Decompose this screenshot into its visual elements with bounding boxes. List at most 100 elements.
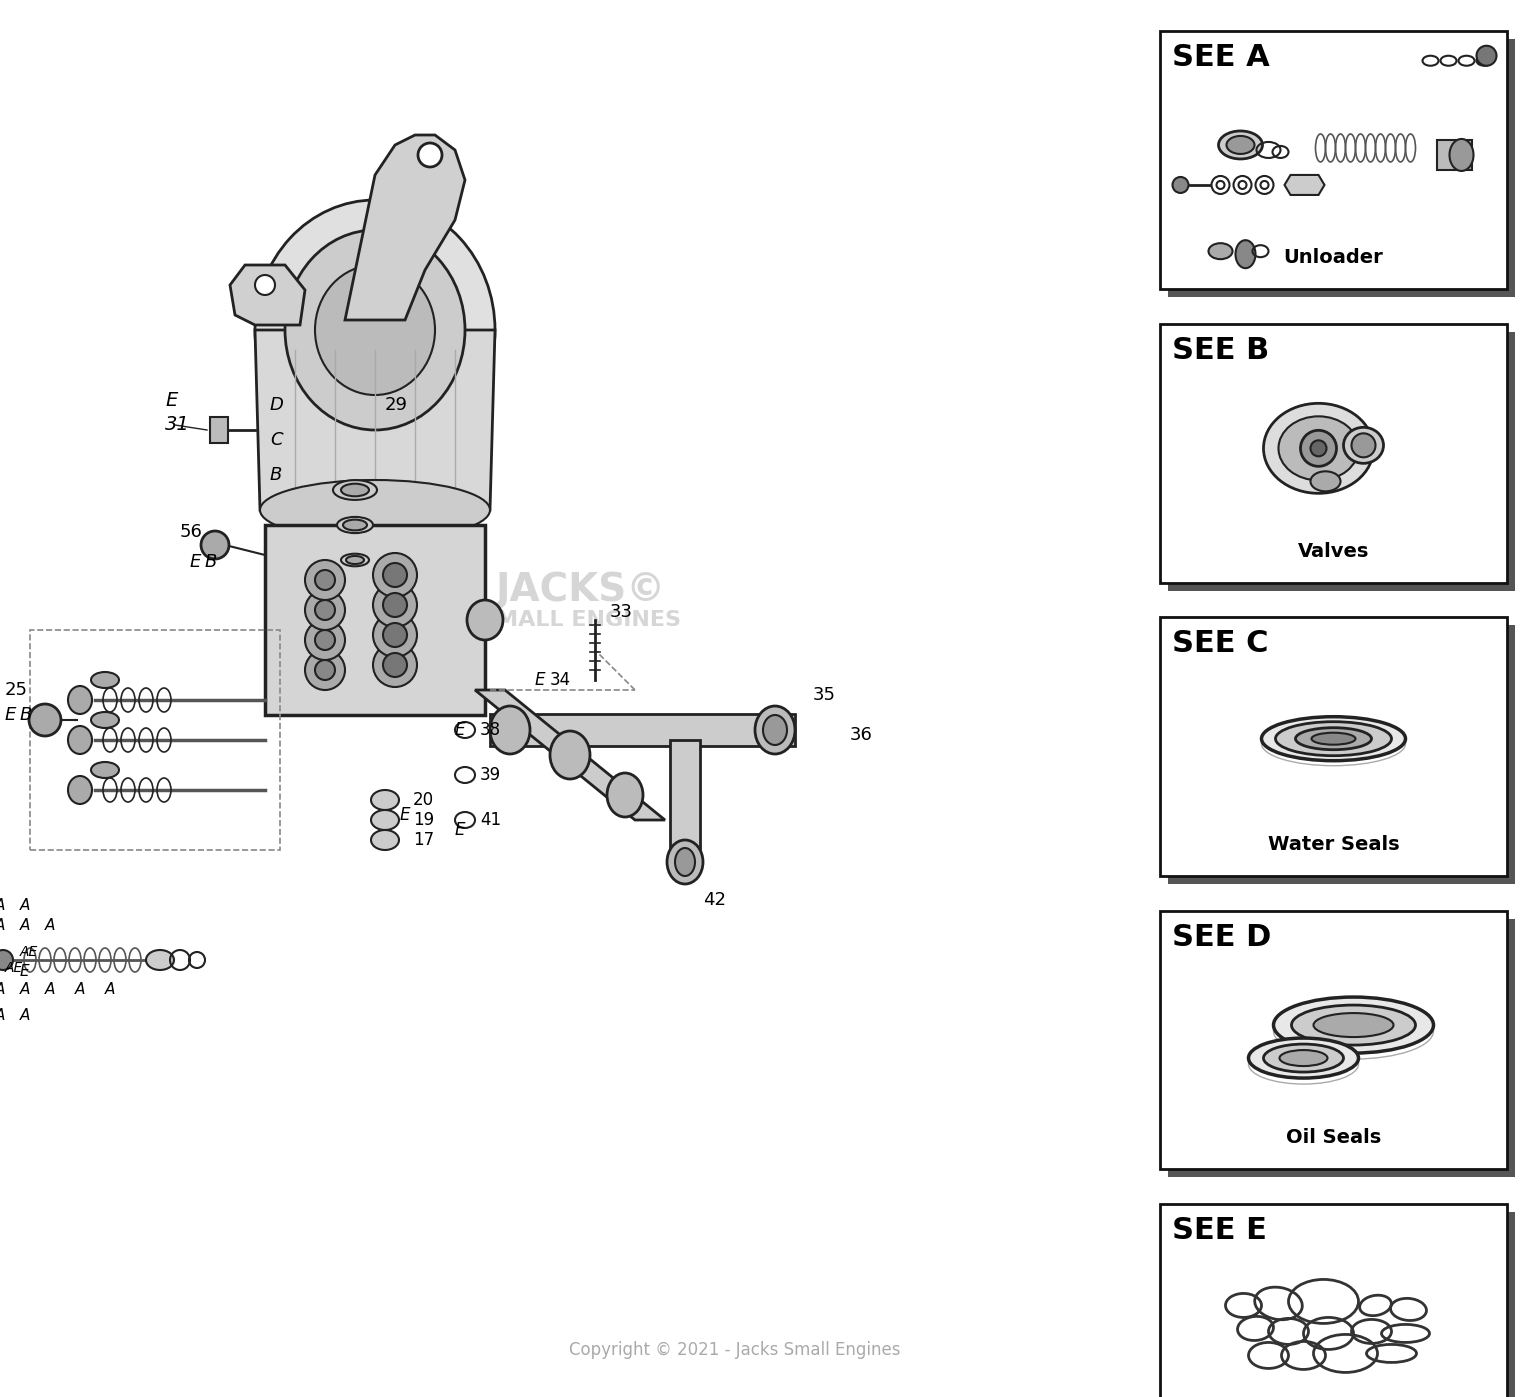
- Ellipse shape: [383, 592, 407, 617]
- Ellipse shape: [1263, 1044, 1344, 1071]
- Polygon shape: [344, 136, 465, 320]
- Ellipse shape: [374, 553, 416, 597]
- Ellipse shape: [1292, 1004, 1416, 1045]
- Text: B: B: [269, 467, 282, 483]
- Ellipse shape: [1274, 997, 1433, 1053]
- Ellipse shape: [383, 623, 407, 647]
- Text: 35: 35: [813, 686, 836, 704]
- Text: 33: 33: [609, 604, 632, 622]
- Ellipse shape: [374, 643, 416, 687]
- Bar: [1160, 1204, 1507, 1397]
- Bar: [1160, 31, 1507, 289]
- Text: B: B: [20, 705, 32, 724]
- Ellipse shape: [346, 556, 364, 564]
- Text: E: E: [5, 705, 17, 724]
- Text: E: E: [534, 671, 545, 689]
- Ellipse shape: [550, 731, 589, 780]
- Text: A: A: [0, 918, 6, 933]
- Bar: [31, 630, 280, 849]
- Ellipse shape: [675, 848, 695, 876]
- Ellipse shape: [371, 810, 400, 830]
- Ellipse shape: [1280, 1051, 1327, 1066]
- Text: A: A: [106, 982, 115, 997]
- Text: Copyright © 2021 - Jacks Small Engines: Copyright © 2021 - Jacks Small Engines: [570, 1341, 900, 1359]
- Bar: [1160, 617, 1507, 876]
- Ellipse shape: [285, 231, 465, 430]
- Text: 39: 39: [481, 766, 501, 784]
- Text: D: D: [269, 395, 283, 414]
- Text: SEE C: SEE C: [1173, 630, 1269, 658]
- Bar: [1160, 911, 1507, 1169]
- Text: 17: 17: [413, 831, 435, 849]
- Ellipse shape: [1300, 430, 1337, 467]
- Ellipse shape: [371, 789, 400, 810]
- Bar: [490, 714, 795, 746]
- Ellipse shape: [315, 659, 335, 680]
- Ellipse shape: [1226, 136, 1254, 154]
- Text: SEE A: SEE A: [1173, 43, 1271, 71]
- Text: Valves: Valves: [1298, 542, 1369, 560]
- Text: 36: 36: [850, 726, 873, 745]
- Bar: [265, 525, 485, 715]
- Ellipse shape: [145, 950, 175, 970]
- Ellipse shape: [260, 481, 490, 541]
- Bar: [210, 416, 228, 443]
- Text: AE: AE: [5, 961, 23, 975]
- Ellipse shape: [1311, 471, 1341, 492]
- Ellipse shape: [305, 650, 344, 690]
- Ellipse shape: [1476, 46, 1496, 66]
- Text: 56: 56: [181, 522, 204, 541]
- Ellipse shape: [1312, 732, 1355, 745]
- Polygon shape: [475, 690, 664, 820]
- Ellipse shape: [305, 620, 344, 659]
- Text: C: C: [269, 432, 283, 448]
- Ellipse shape: [1295, 728, 1372, 750]
- Text: 25: 25: [5, 680, 28, 698]
- Text: SMALL ENGINES: SMALL ENGINES: [479, 610, 680, 630]
- Polygon shape: [230, 265, 305, 326]
- Text: E: E: [190, 553, 202, 571]
- Text: A: A: [75, 982, 86, 997]
- Ellipse shape: [490, 705, 530, 754]
- Ellipse shape: [1344, 427, 1384, 464]
- Text: E: E: [20, 964, 29, 979]
- Ellipse shape: [1311, 440, 1326, 457]
- Ellipse shape: [29, 704, 61, 736]
- Ellipse shape: [1314, 1013, 1393, 1037]
- Text: SEE D: SEE D: [1173, 923, 1272, 951]
- Text: AE: AE: [20, 944, 38, 958]
- Text: A: A: [20, 918, 31, 933]
- Ellipse shape: [305, 560, 344, 599]
- Ellipse shape: [341, 553, 369, 566]
- Text: JACKS©: JACKS©: [495, 571, 664, 609]
- Polygon shape: [1285, 175, 1324, 196]
- Ellipse shape: [1248, 1038, 1358, 1078]
- Text: 29: 29: [384, 395, 407, 414]
- Text: 42: 42: [703, 891, 726, 909]
- Ellipse shape: [383, 652, 407, 678]
- Ellipse shape: [0, 950, 12, 970]
- Ellipse shape: [90, 712, 119, 728]
- Ellipse shape: [201, 531, 230, 559]
- Ellipse shape: [383, 563, 407, 587]
- Ellipse shape: [1219, 131, 1263, 159]
- Text: 19: 19: [413, 812, 435, 828]
- Bar: [1168, 39, 1514, 298]
- Ellipse shape: [343, 520, 367, 531]
- Ellipse shape: [90, 761, 119, 778]
- Ellipse shape: [1263, 404, 1373, 493]
- Text: E: E: [455, 721, 465, 739]
- Text: Oil Seals: Oil Seals: [1286, 1129, 1381, 1147]
- Polygon shape: [256, 330, 495, 510]
- Text: 20: 20: [413, 791, 435, 809]
- Ellipse shape: [90, 672, 119, 687]
- Text: Unloader: Unloader: [1283, 249, 1384, 267]
- Ellipse shape: [1173, 177, 1188, 193]
- Text: SEE B: SEE B: [1173, 337, 1269, 365]
- Text: 31: 31: [165, 415, 190, 434]
- Ellipse shape: [668, 840, 703, 884]
- Ellipse shape: [315, 630, 335, 650]
- Ellipse shape: [606, 773, 643, 817]
- Bar: [1160, 324, 1507, 583]
- Ellipse shape: [341, 483, 369, 496]
